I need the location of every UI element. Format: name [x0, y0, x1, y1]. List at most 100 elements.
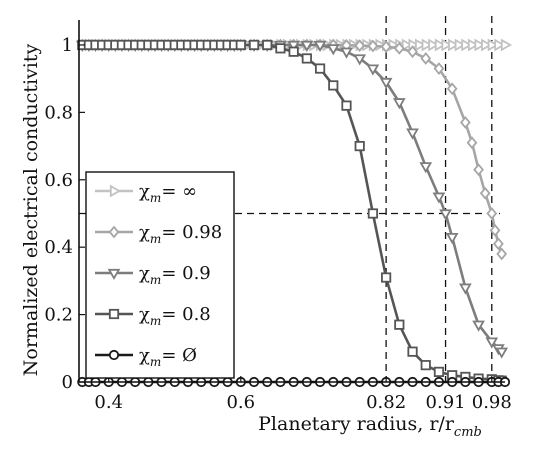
legend-entry: χm= ∞: [95, 181, 197, 205]
legend-label-symbol: χ: [139, 263, 150, 284]
data-point: [367, 208, 379, 219]
data-point: [367, 39, 379, 53]
x-tick-label: 0.6: [226, 392, 255, 413]
data-point: [313, 40, 327, 52]
data-point: [380, 40, 392, 54]
data-point: [415, 38, 427, 52]
data-point: [454, 38, 466, 52]
legend-label-value: = 0.98: [161, 222, 222, 243]
legend-label: χm= ∞: [139, 181, 197, 205]
data-point: [381, 272, 392, 283]
y-tick-label: 0.2: [44, 305, 73, 326]
y-tick-label: 0.6: [44, 170, 73, 191]
data-point: [235, 39, 246, 51]
data-point: [401, 38, 413, 52]
legend-marker: [109, 184, 122, 198]
x-axis-title: Planetary radius, r/rcmb: [258, 413, 482, 440]
data-point: [407, 346, 418, 357]
data-point: [406, 128, 419, 140]
data-point: [341, 100, 352, 111]
x-axis-title-main: Planetary radius, r/r: [258, 413, 455, 435]
data-point: [445, 232, 459, 245]
legend-label-symbol: χ: [139, 222, 150, 243]
legend-box: [85, 171, 235, 379]
data-point: [248, 39, 260, 51]
legend-label-subscript: m: [150, 314, 161, 328]
legend-entry: χm= 0.9: [95, 263, 211, 287]
axes: [78, 20, 505, 383]
data-point: [472, 320, 485, 332]
data-point: [421, 38, 433, 52]
x-ticks: 0.4 0.6 0.82 0.91 0.98: [94, 376, 512, 413]
data-point: [485, 337, 499, 349]
data-point: [481, 38, 493, 52]
data-point: [379, 77, 393, 90]
data-point: [420, 52, 432, 65]
data-point: [487, 38, 499, 52]
data-point: [407, 45, 418, 59]
legend-label-symbol: χ: [139, 304, 150, 325]
data-point: [394, 319, 405, 330]
legend-label-subscript: m: [150, 273, 161, 287]
data-point: [473, 163, 484, 177]
data-point: [366, 64, 380, 76]
data-point: [496, 247, 508, 261]
data-point: [459, 116, 471, 129]
legend-label: χm= 0.8: [139, 304, 211, 328]
legend-label: χm= 0.98: [139, 222, 222, 246]
data-point: [354, 39, 366, 53]
legend-label: χm= Ø: [139, 345, 197, 369]
data-point: [393, 41, 405, 55]
data-point: [441, 38, 453, 52]
data-point: [353, 54, 367, 66]
data-point: [288, 46, 299, 57]
data-point: [489, 223, 501, 237]
y-tick-label: 0.8: [44, 102, 73, 123]
y-ticks: 0 0.2 0.4 0.6 0.8 1: [44, 35, 85, 393]
data-point: [326, 44, 340, 56]
legend-entry: χm= 0.98: [95, 222, 222, 246]
data-point: [433, 62, 445, 75]
data-point: [459, 283, 472, 295]
x-tick-label: 0.82: [366, 392, 406, 413]
legend-label-value: = Ø: [161, 345, 197, 366]
data-point: [275, 43, 286, 54]
data-point: [262, 39, 273, 51]
legend-label-subscript: m: [150, 191, 161, 205]
data-point: [446, 82, 458, 96]
data-point: [420, 360, 431, 371]
legend-label-symbol: χ: [139, 181, 150, 202]
data-point: [486, 207, 498, 220]
data-point: [474, 38, 486, 52]
data-point: [287, 40, 301, 52]
data-point: [314, 63, 326, 74]
legend-marker: [108, 349, 120, 361]
legend-label: χm= 0.9: [139, 263, 211, 287]
x-tick-label: 0.91: [426, 392, 466, 413]
legend-marker: [108, 225, 120, 239]
data-point: [439, 209, 452, 221]
y-tick-label: 1: [62, 35, 73, 56]
data-point: [448, 38, 460, 52]
data-point: [301, 53, 312, 64]
y-tick-label: 0: [62, 372, 73, 393]
data-point: [479, 186, 491, 200]
legend-label-subscript: m: [150, 232, 161, 246]
x-axis-title-subscript: cmb: [454, 425, 482, 440]
data-point: [495, 347, 509, 359]
legend-entry: χm= Ø: [95, 345, 197, 369]
legend-label-value: = 0.8: [161, 304, 210, 325]
y-tick-label: 0.4: [44, 237, 73, 258]
legend-entry: χm= 0.8: [95, 304, 211, 328]
data-point: [428, 38, 440, 52]
legend-label-value: = ∞: [161, 181, 197, 202]
data-point: [300, 40, 314, 52]
data-point: [340, 47, 353, 59]
data-point: [433, 366, 445, 377]
data-point: [354, 140, 365, 152]
data-point: [500, 38, 513, 52]
y-axis-title: Normalized electrical conductivity: [20, 44, 42, 377]
data-point: [419, 162, 433, 174]
data-point: [493, 237, 504, 251]
